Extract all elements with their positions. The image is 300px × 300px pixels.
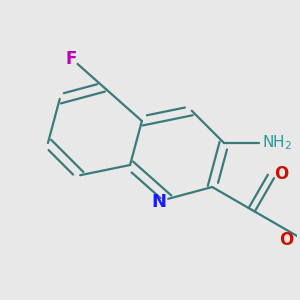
Text: NH$_2$: NH$_2$ [262, 134, 292, 152]
Text: F: F [66, 50, 77, 68]
Text: O: O [279, 231, 293, 249]
Text: N: N [152, 193, 166, 211]
Text: O: O [274, 165, 288, 183]
